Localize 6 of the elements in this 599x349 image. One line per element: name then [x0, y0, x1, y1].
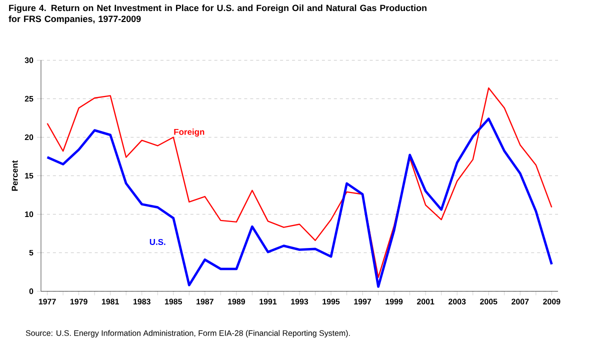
line-series — [46, 118, 553, 288]
line-series — [46, 87, 552, 278]
series-label: U.S. — [150, 238, 166, 245]
y-axis-title: Percent — [12, 160, 18, 191]
chart-title: Figure 4. Return on Net Investment in Place for U.S. and Foreign Oil and Natural Gas Production for FRS Companies, 1977-2009 — [8, 4, 426, 24]
series-label: Foreign — [174, 128, 204, 137]
